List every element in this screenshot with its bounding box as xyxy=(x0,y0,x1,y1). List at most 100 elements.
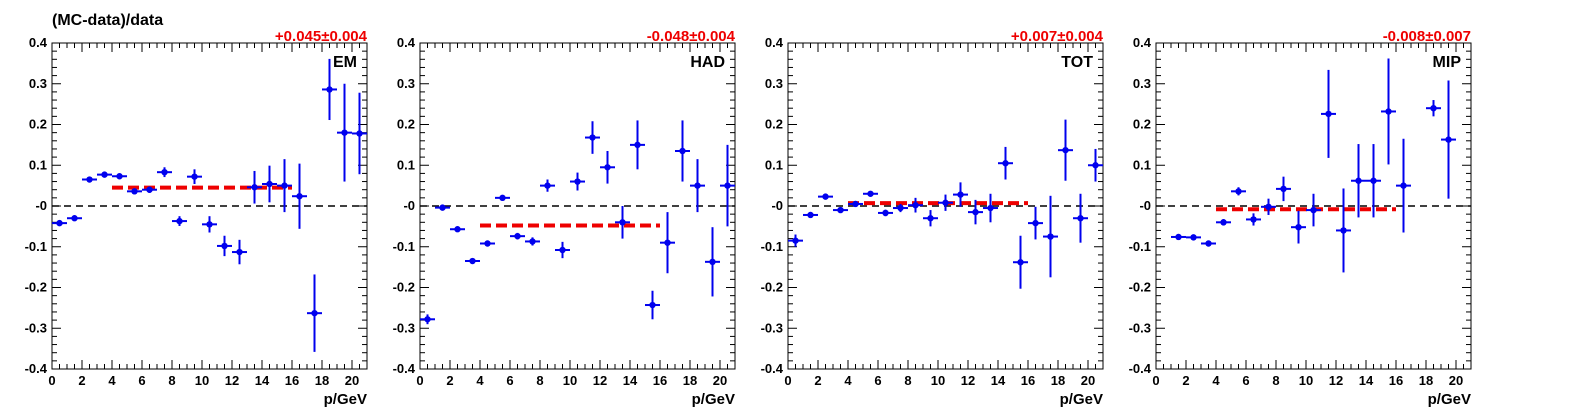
x-tick-label: 8 xyxy=(904,373,911,388)
data-point xyxy=(675,120,690,182)
data-point xyxy=(645,290,660,320)
y-tick-label: -0.1 xyxy=(393,239,415,254)
x-tick-label: 0 xyxy=(416,373,423,388)
data-point xyxy=(818,193,833,200)
y-tick-label: 0.2 xyxy=(1133,117,1151,132)
data-point xyxy=(307,274,322,352)
data-point xyxy=(1171,233,1186,241)
x-tick-label: 6 xyxy=(138,373,145,388)
x-tick-label: 20 xyxy=(1081,373,1095,388)
point-marker xyxy=(484,240,491,247)
point-marker xyxy=(1295,223,1302,231)
x-tick-label: 12 xyxy=(1329,373,1343,388)
point-marker xyxy=(1280,185,1287,193)
data-point xyxy=(352,92,367,175)
y-tick-label: 0.1 xyxy=(29,157,47,172)
point-marker xyxy=(146,186,153,193)
data-point xyxy=(803,211,818,219)
y-tick-label: 0.3 xyxy=(397,76,415,91)
point-marker xyxy=(514,232,521,240)
x-axis-title: p/GeV xyxy=(324,391,367,408)
data-point xyxy=(908,197,923,213)
data-point xyxy=(1216,219,1231,226)
point-marker xyxy=(439,204,446,211)
point-marker xyxy=(1250,216,1257,223)
x-tick-label: 14 xyxy=(991,373,1006,388)
point-marker xyxy=(544,182,551,189)
x-tick-label: 14 xyxy=(1359,373,1374,388)
data-point xyxy=(705,227,720,297)
x-axis-title: p/GeV xyxy=(692,391,735,408)
fit-result-label: +0.045±0.004 xyxy=(275,28,368,45)
fit-result-label: -0.008±0.007 xyxy=(1383,28,1471,45)
x-tick-label: 10 xyxy=(563,373,577,388)
point-marker xyxy=(281,182,288,189)
x-axis-title: p/GeV xyxy=(1428,391,1471,408)
x-tick-label: 14 xyxy=(255,373,270,388)
point-marker xyxy=(86,176,93,183)
data-point xyxy=(630,120,645,170)
y-tick-label: -0.3 xyxy=(393,320,415,335)
data-point xyxy=(1441,80,1456,199)
panel-label: EM xyxy=(333,54,357,71)
data-point xyxy=(67,215,82,222)
point-marker xyxy=(1220,219,1227,226)
point-marker xyxy=(1445,136,1452,143)
point-marker xyxy=(882,209,889,217)
data-point xyxy=(322,58,337,121)
x-tick-label: 16 xyxy=(1021,373,1035,388)
point-marker xyxy=(116,173,123,180)
x-tick-label: 10 xyxy=(1299,373,1313,388)
point-marker xyxy=(589,134,596,141)
x-tick-label: 2 xyxy=(1182,373,1189,388)
point-marker xyxy=(1017,259,1024,266)
point-marker xyxy=(649,301,656,309)
y-tick-label: -0.3 xyxy=(761,320,783,335)
data-point xyxy=(247,170,262,204)
point-marker xyxy=(1370,177,1377,184)
point-marker xyxy=(912,201,919,209)
x-tick-label: 4 xyxy=(844,373,852,388)
y-tick-label: 0.1 xyxy=(765,157,783,172)
y-tick-label: -0 xyxy=(35,198,47,213)
point-marker xyxy=(679,147,686,155)
point-marker xyxy=(356,130,363,137)
point-marker xyxy=(1235,188,1242,195)
point-marker xyxy=(161,168,168,176)
point-marker xyxy=(709,258,716,266)
data-point xyxy=(1276,176,1291,202)
data-point xyxy=(570,172,585,191)
data-point xyxy=(893,203,908,213)
data-point xyxy=(1381,58,1396,165)
y-tick-label: 0.4 xyxy=(29,35,48,50)
data-point xyxy=(112,173,127,180)
y-tick-label: 0.1 xyxy=(1133,157,1151,172)
data-point xyxy=(833,206,848,214)
point-marker xyxy=(311,309,318,317)
x-tick-label: 4 xyxy=(1212,373,1220,388)
point-marker xyxy=(341,129,348,136)
x-tick-label: 8 xyxy=(1272,373,1279,388)
data-point xyxy=(1261,198,1276,215)
y-tick-label: 0.2 xyxy=(765,117,783,132)
y-tick-label: -0.2 xyxy=(25,280,47,295)
point-marker xyxy=(1400,182,1407,189)
x-tick-label: 18 xyxy=(1419,373,1433,388)
data-point xyxy=(863,190,878,197)
data-point xyxy=(998,146,1013,180)
panel-mip: -0.4 -0.3 -0.2 -0.1 -0 0.1 0.2 0.3 0.4 0 2 4 6 8 10 12 1… xyxy=(1129,28,1472,408)
data-point xyxy=(292,163,307,229)
point-marker xyxy=(867,190,874,197)
x-tick-label: 16 xyxy=(285,373,299,388)
y-tick-label: -0 xyxy=(1139,198,1151,213)
data-point xyxy=(480,240,495,247)
point-marker xyxy=(454,226,461,233)
data-point xyxy=(1073,193,1088,243)
point-marker xyxy=(619,219,626,226)
point-marker xyxy=(1205,240,1212,247)
x-tick-label: 10 xyxy=(931,373,945,388)
panel-label: HAD xyxy=(690,54,725,71)
x-tick-label: 12 xyxy=(593,373,607,388)
point-marker xyxy=(724,182,731,189)
x-tick-label: 0 xyxy=(784,373,791,388)
